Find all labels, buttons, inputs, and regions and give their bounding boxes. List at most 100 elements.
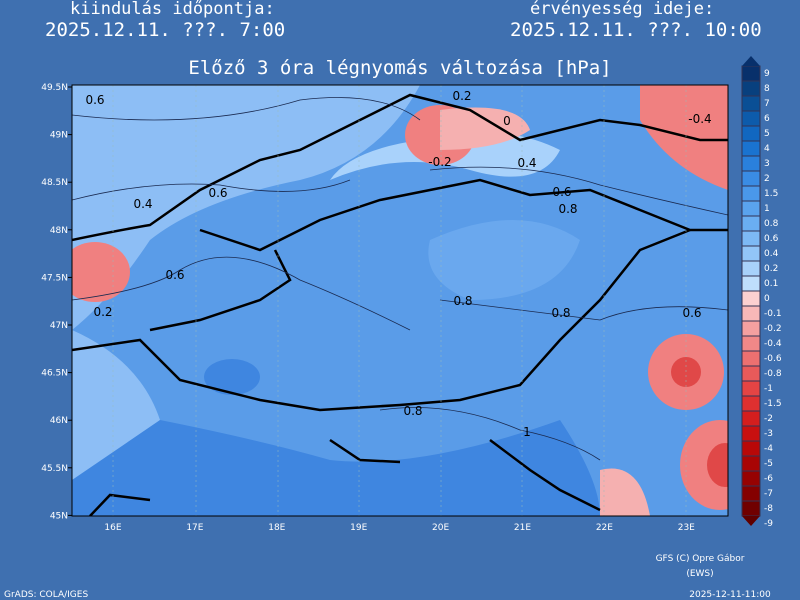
legend-label: 0.8 xyxy=(764,219,779,229)
legend-label: -7 xyxy=(764,489,773,499)
map-field xyxy=(72,85,728,516)
contour-label: 0.2 xyxy=(452,89,471,103)
legend-swatch xyxy=(741,320,761,337)
contour-label: 0.8 xyxy=(403,404,422,418)
legend-label: 0.4 xyxy=(764,249,779,259)
legend-swatch xyxy=(741,410,761,427)
legend-swatch xyxy=(741,260,761,277)
contour-label: 0.4 xyxy=(517,156,536,170)
legend-label: -0.1 xyxy=(764,309,782,319)
legend-label: 1 xyxy=(764,204,770,214)
legend-label: 5 xyxy=(764,129,770,139)
contour-label: 0.6 xyxy=(682,306,701,320)
legend-label: 1.5 xyxy=(764,189,778,199)
legend-label: 0.1 xyxy=(764,279,778,289)
lon-label: 23E xyxy=(678,523,695,533)
contour-label: 0.8 xyxy=(558,202,577,216)
contour-label: 0.2 xyxy=(93,305,112,319)
legend-label: -8 xyxy=(764,504,773,514)
legend-swatch xyxy=(741,455,761,472)
software: GrADS: COLA/IGES xyxy=(4,590,88,600)
legend-swatch xyxy=(741,65,761,82)
legend-label: 7 xyxy=(764,99,770,109)
lat-label: 46.5N xyxy=(41,369,68,379)
legend-cap-top xyxy=(742,56,760,66)
legend-swatch xyxy=(741,185,761,202)
contour-label: 0.8 xyxy=(453,294,472,308)
timestamp: 2025-12-11-11:00 xyxy=(689,590,771,600)
legend-label: 0 xyxy=(764,294,770,304)
legend-swatch xyxy=(741,440,761,457)
legend-swatch xyxy=(741,350,761,367)
legend-swatch xyxy=(741,155,761,172)
start-label: kiindulás időpontja: xyxy=(70,0,275,19)
legend-label: -4 xyxy=(764,444,773,454)
contour-label: 0.6 xyxy=(208,186,227,200)
legend-label: -1 xyxy=(764,384,773,394)
legend-label: -0.8 xyxy=(764,369,782,379)
legend-label: -1.5 xyxy=(764,399,782,409)
legend-label: 0.6 xyxy=(764,234,779,244)
lat-label: 47.5N xyxy=(41,273,68,283)
lon-label: 22E xyxy=(596,523,613,533)
legend-label: 6 xyxy=(764,114,770,124)
legend-swatch xyxy=(741,395,761,412)
lon-label: 19E xyxy=(350,523,367,533)
lat-label: 48.5N xyxy=(41,178,68,188)
contour-label: 0.8 xyxy=(551,306,570,320)
legend-swatch xyxy=(741,95,761,112)
contour-label: 0 xyxy=(503,114,511,128)
contour-label: 0.6 xyxy=(165,268,184,282)
legend-swatch xyxy=(741,380,761,397)
contour-label: 0.6 xyxy=(85,93,104,107)
legend-swatch xyxy=(741,245,761,262)
legend-swatch xyxy=(741,305,761,322)
legend-label: 4 xyxy=(764,144,770,154)
contour-label: -0.2 xyxy=(428,155,451,169)
legend-swatch xyxy=(741,365,761,382)
valid-time: 2025.12.11. ???. 10:00 xyxy=(510,19,762,41)
legend-label: -0.4 xyxy=(764,339,782,349)
legend-swatch xyxy=(741,335,761,352)
contour-label: 1 xyxy=(523,425,531,439)
contour-label: 0.6 xyxy=(552,185,571,199)
legend-swatch xyxy=(741,425,761,442)
map-frame xyxy=(71,84,729,517)
legend-swatch xyxy=(741,485,761,502)
contour-label: 0.4 xyxy=(133,197,152,211)
credit: GFS (C) Opre Gábor xyxy=(656,554,745,564)
legend-swatch xyxy=(741,290,761,307)
legend-label: -0.6 xyxy=(764,354,782,364)
legend-label: 3 xyxy=(764,159,770,169)
legend-swatch xyxy=(741,470,761,487)
legend-swatch xyxy=(741,170,761,187)
legend-swatch xyxy=(741,80,761,97)
lat-label: 49.5N xyxy=(41,83,68,93)
lat-label: 49N xyxy=(50,131,68,141)
lat-label: 47N xyxy=(50,321,68,331)
legend-swatch xyxy=(741,500,761,517)
lon-label: 18E xyxy=(268,523,285,533)
lat-label: 48N xyxy=(50,226,68,236)
contour-label: -0.4 xyxy=(688,112,711,126)
legend-label: 0.2 xyxy=(764,264,778,274)
legend-swatch xyxy=(741,215,761,232)
lat-label: 45N xyxy=(50,511,68,521)
legend-label: 9 xyxy=(764,69,770,79)
legend-label: -6 xyxy=(764,474,773,484)
legend-label: -9 xyxy=(764,519,773,529)
credit-2: (EWS) xyxy=(686,569,713,579)
legend-cap-bottom xyxy=(742,516,760,526)
legend-label: -0.2 xyxy=(764,324,782,334)
lat-label: 46N xyxy=(50,416,68,426)
valid-label: érvényesség ideje: xyxy=(530,0,714,19)
legend-swatch xyxy=(741,200,761,217)
lon-label: 16E xyxy=(104,523,121,533)
map-title: Előző 3 óra légnyomás változása [hPa] xyxy=(188,57,611,79)
legend-label: 2 xyxy=(764,174,770,184)
legend-swatch xyxy=(741,125,761,142)
legend-label: -2 xyxy=(764,414,773,424)
lon-label: 20E xyxy=(432,523,449,533)
legend-label: -3 xyxy=(764,429,773,439)
legend-swatch xyxy=(741,110,761,127)
